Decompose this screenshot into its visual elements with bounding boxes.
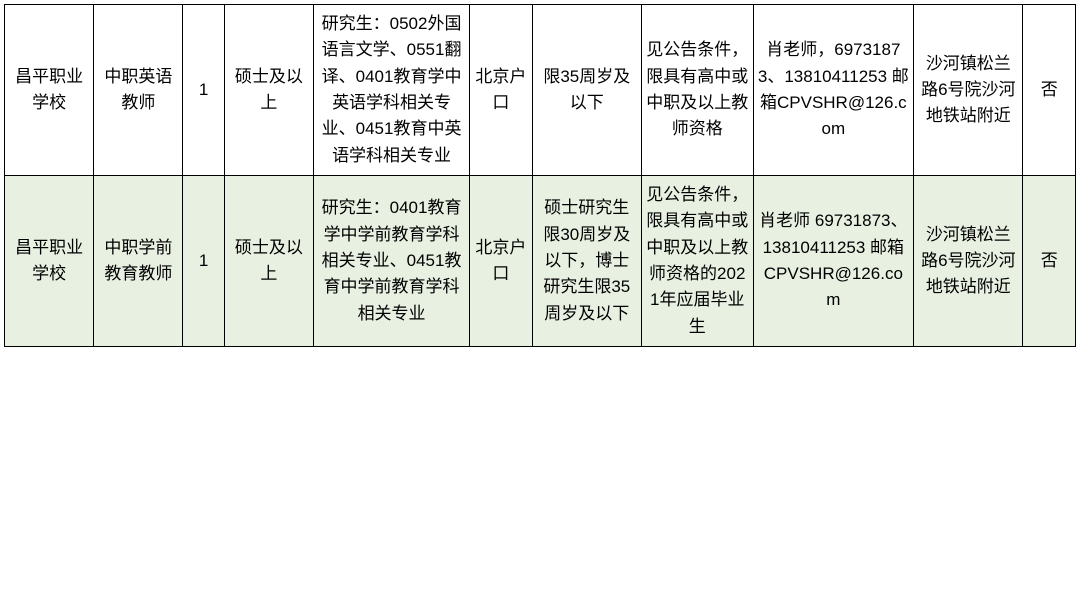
cell-count: 1 xyxy=(183,5,224,176)
cell-flag: 否 xyxy=(1023,176,1076,347)
recruitment-table: 昌平职业学校 中职英语教师 1 硕士及以上 研究生：0502外国语言文学、055… xyxy=(4,4,1076,347)
cell-hukou: 北京户口 xyxy=(470,5,532,176)
cell-address: 沙河镇松兰路6号院沙河地铁站附近 xyxy=(914,5,1023,176)
cell-address: 沙河镇松兰路6号院沙河地铁站附近 xyxy=(914,176,1023,347)
cell-position: 中职英语教师 xyxy=(94,5,183,176)
table-row: 昌平职业学校 中职英语教师 1 硕士及以上 研究生：0502外国语言文学、055… xyxy=(5,5,1076,176)
cell-major: 研究生：0502外国语言文学、0551翻译、0401教育学中英语学科相关专业、0… xyxy=(313,5,469,176)
cell-school: 昌平职业学校 xyxy=(5,176,94,347)
cell-hukou: 北京户口 xyxy=(470,176,532,347)
cell-position: 中职学前教育教师 xyxy=(94,176,183,347)
cell-contact: 肖老师 69731873、13810411253 邮箱CPVSHR@126.co… xyxy=(753,176,914,347)
cell-school: 昌平职业学校 xyxy=(5,5,94,176)
cell-age: 限35周岁及以下 xyxy=(532,5,641,176)
cell-other: 见公告条件，限具有高中或中职及以上教师资格 xyxy=(641,5,753,176)
cell-degree: 硕士及以上 xyxy=(224,176,313,347)
cell-major: 研究生：0401教育学中学前教育学科相关专业、0451教育中学前教育学科相关专业 xyxy=(313,176,469,347)
cell-flag: 否 xyxy=(1023,5,1076,176)
cell-degree: 硕士及以上 xyxy=(224,5,313,176)
cell-count: 1 xyxy=(183,176,224,347)
cell-age: 硕士研究生限30周岁及以下，博士研究生限35周岁及以下 xyxy=(532,176,641,347)
cell-contact: 肖老师，69731873、13810411253 邮箱CPVSHR@126.co… xyxy=(753,5,914,176)
table-row: 昌平职业学校 中职学前教育教师 1 硕士及以上 研究生：0401教育学中学前教育… xyxy=(5,176,1076,347)
cell-other: 见公告条件，限具有高中或中职及以上教师资格的2021年应届毕业生 xyxy=(641,176,753,347)
